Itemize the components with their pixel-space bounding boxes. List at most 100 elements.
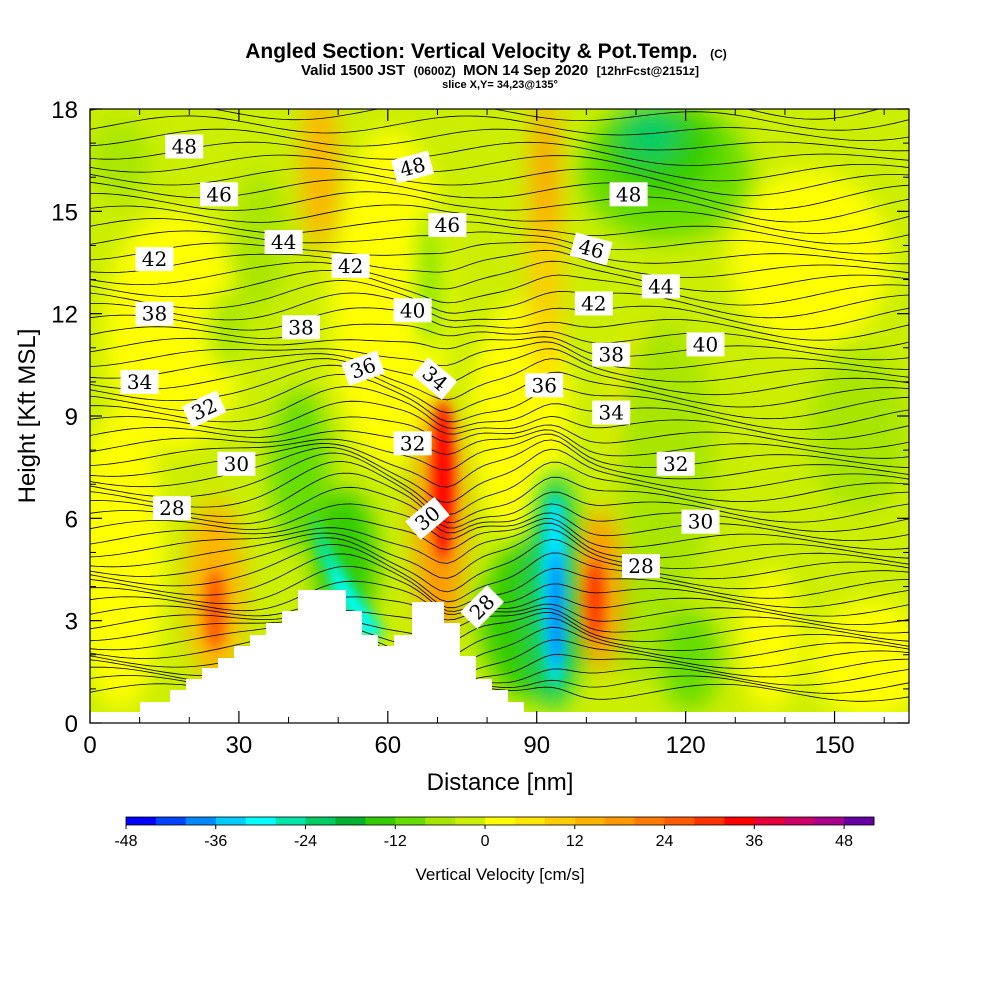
colorbar-swatch: [455, 817, 486, 825]
chart-subtitle: Valid 1500 JST (0600Z) MON 14 Sep 2020 […: [301, 62, 699, 79]
contour-label-text: 30: [688, 510, 713, 534]
downdraft-weak-zone: [90, 120, 150, 200]
contour-label-box: [181, 390, 227, 429]
downdraft-weak-zone: [235, 170, 285, 310]
contour-label: 40: [393, 298, 432, 323]
contour-label: 40: [686, 332, 725, 357]
chart-title: Angled Section: Vertical Velocity & Pot.…: [245, 40, 727, 63]
isentrope-line: [90, 617, 909, 658]
subtitle-forecast: [12hrFcst@2151z]: [597, 64, 699, 78]
contour-label-box: [391, 150, 435, 184]
colorbar-swatch: [215, 817, 247, 825]
colorbar-swatch: [155, 817, 187, 825]
y-tick-label: 6: [65, 506, 78, 533]
colorbar-title: Vertical Velocity [cm/s]: [415, 865, 584, 884]
colorbar-label: -48: [114, 833, 137, 850]
isentrope-line: [90, 230, 909, 255]
isentrope-line: [90, 529, 909, 579]
isentrope-line: [90, 429, 909, 459]
isentrope-line: [90, 191, 909, 223]
contour-label: 42: [574, 291, 613, 316]
contour-label-text: 42: [581, 291, 606, 315]
contour-label-box: [393, 431, 432, 456]
updraft-central-core: [433, 400, 453, 560]
contour-label-text: 42: [338, 254, 363, 278]
isentrope-line: [90, 341, 909, 370]
isentrope-line: [90, 358, 909, 401]
contour-label-text: 36: [531, 373, 556, 397]
updraft-weak-zone: [740, 570, 800, 710]
isentrope-line: [90, 472, 909, 529]
isentrope-line: [90, 128, 909, 152]
contour-label-box: [412, 357, 458, 400]
y-tick-label: 12: [51, 302, 78, 329]
contour-label: 46: [200, 182, 239, 207]
isentrope-line: [90, 416, 909, 450]
isentrope-line: [90, 452, 909, 516]
isentrope-line: [90, 522, 909, 564]
colorbar-swatch: [664, 817, 695, 825]
colorbar-swatch: [275, 817, 307, 825]
isentrope-line: [90, 433, 909, 471]
chart-title-main: Angled Section: Vertical Velocity & Pot.…: [245, 40, 697, 63]
contour-label: 38: [135, 301, 174, 326]
isentrope-line: [90, 307, 909, 341]
colorbar-swatch: [305, 817, 336, 825]
isentrope-line: [90, 374, 909, 423]
x-tick-label: 120: [666, 732, 706, 759]
contour-label-box: [200, 182, 239, 207]
contour-label: 32: [393, 431, 432, 456]
isentrope-line: [745, 109, 881, 120]
isentrope-line: [90, 553, 909, 609]
colorbar-label: -12: [384, 833, 407, 850]
contour-label-text: 44: [271, 230, 296, 254]
contour-label-text: 28: [159, 496, 184, 520]
contour-label-text: 46: [206, 182, 231, 206]
colorbar-swatch: [245, 817, 277, 825]
contour-label-text: 28: [628, 554, 653, 578]
contour-label-text: 48: [616, 182, 641, 206]
x-tick-label: 60: [374, 732, 401, 759]
contour-label-box: [525, 373, 564, 398]
contour-label: 44: [264, 230, 303, 254]
contour-label-box: [393, 298, 432, 323]
contour-label-text: 38: [288, 315, 313, 339]
colorbar-label: 24: [656, 833, 674, 850]
isentrope-line: [90, 517, 909, 551]
x-tick-label: 0: [83, 732, 96, 759]
isentrope-line: [90, 115, 909, 142]
colorbar-swatch: [365, 817, 396, 825]
contour-label-box: [165, 134, 204, 159]
colorbar-swatch: [395, 817, 426, 825]
chart-slice-info: slice X,Y= 34,23@135°: [442, 79, 558, 91]
contour-label-box: [574, 291, 613, 316]
y-tick-label: 0: [65, 711, 78, 738]
contour-label-box: [609, 182, 648, 207]
contour-label: 48: [609, 182, 648, 207]
ground-strip: [90, 712, 909, 723]
y-axis-label: Height [Kft MSL]: [14, 329, 41, 504]
isentrope-line: [90, 386, 909, 430]
downdraft-upper-right-core: [622, 110, 678, 160]
colorbar-label: -36: [204, 833, 227, 850]
contour-label-box: [656, 451, 695, 476]
x-axis: 0 30 60 90 120 150: [83, 109, 885, 759]
isentrope-line: [90, 608, 909, 634]
contour-label: 28: [622, 554, 660, 579]
x-tick-label: 150: [815, 732, 855, 759]
subtitle-utc: (0600Z): [414, 64, 456, 78]
contour-label-text: 48: [172, 135, 197, 159]
contour-label-box: [282, 315, 320, 340]
x-axis-label: Distance [nm]: [427, 769, 574, 796]
contour-label-text: 38: [142, 302, 167, 326]
colorbar-swatch: [694, 817, 725, 825]
y-tick-label: 18: [51, 97, 78, 124]
contour-label-text: 38: [598, 343, 623, 367]
contour-label: 30: [681, 509, 720, 534]
downdraft-mountain-core: [330, 560, 380, 640]
contour-label-box: [135, 247, 174, 272]
isentrope-line: [90, 461, 909, 524]
isentrope-line: [90, 503, 909, 541]
colorbar-swatch: [335, 817, 366, 825]
